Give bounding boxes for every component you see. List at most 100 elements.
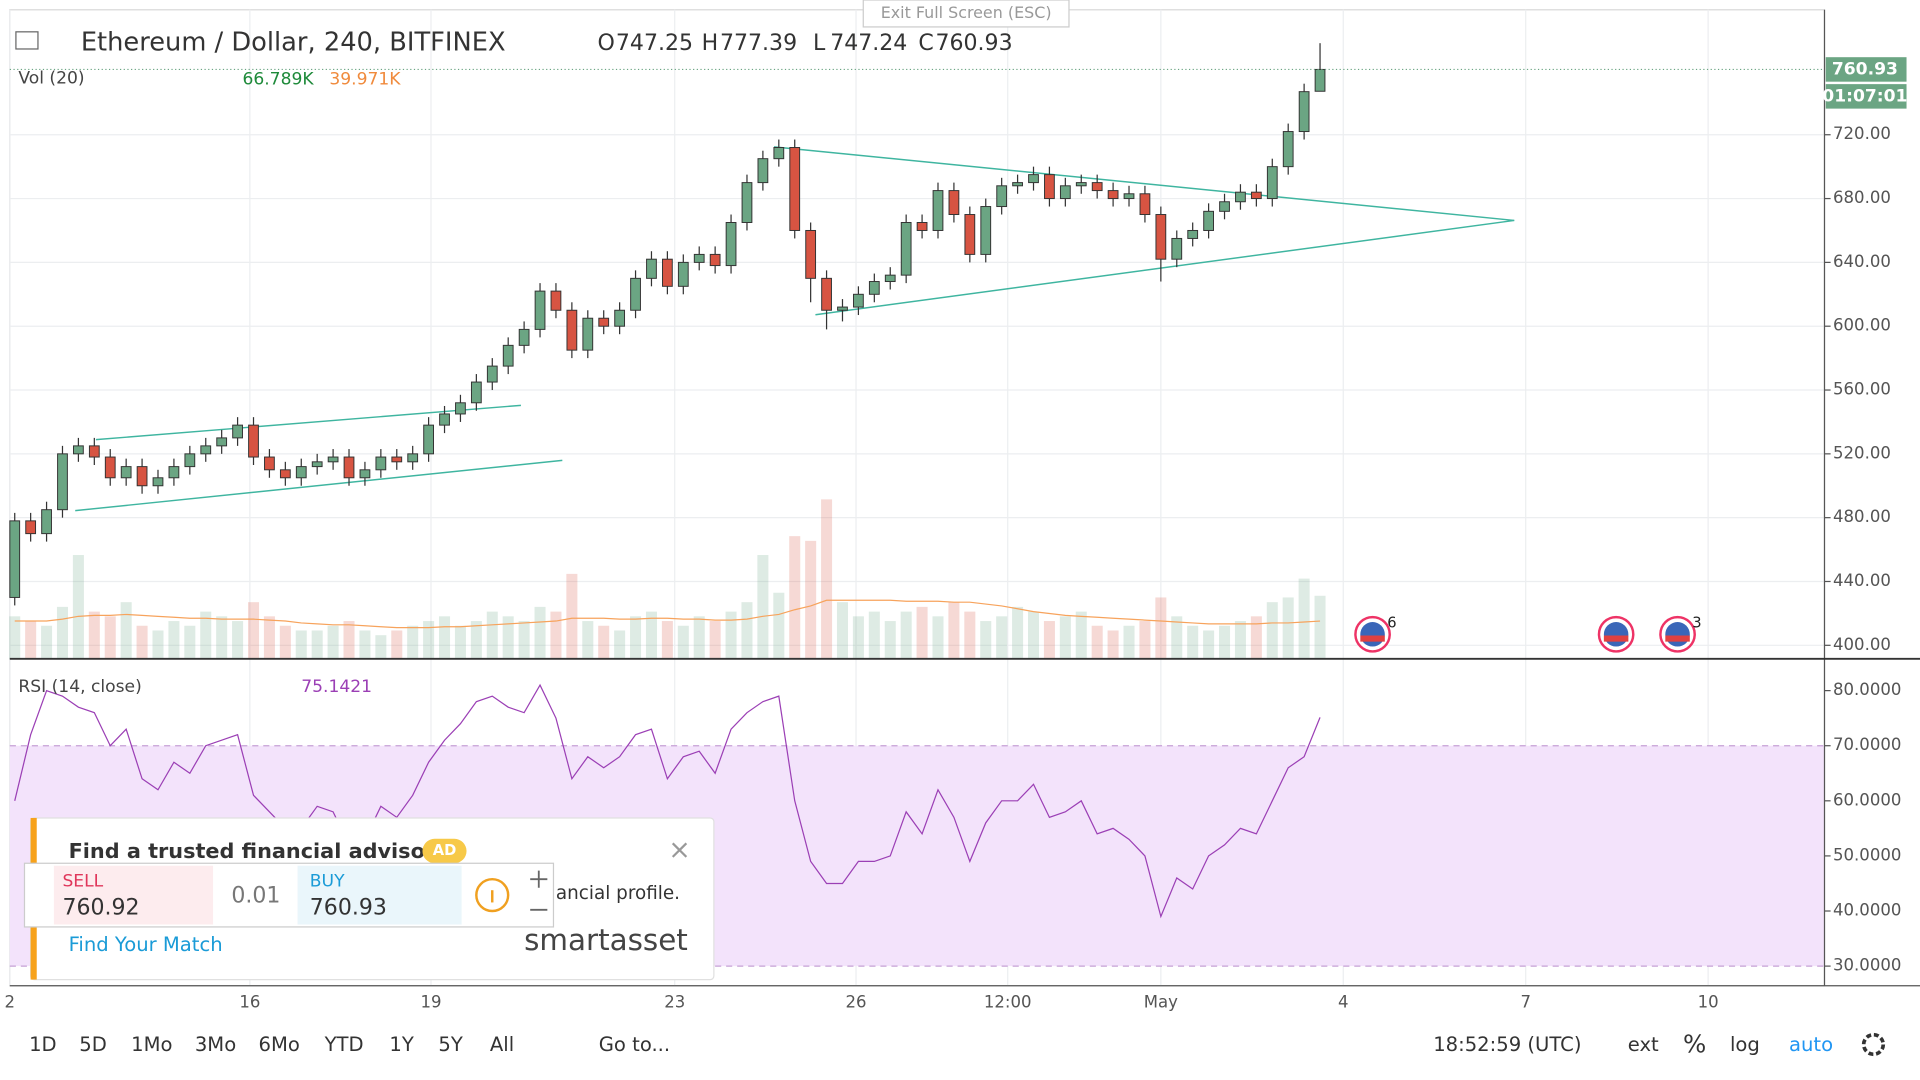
volume-bar bbox=[9, 616, 21, 659]
rsi-title: RSI (14, close) bbox=[18, 677, 141, 697]
candle-body bbox=[136, 466, 148, 487]
range-button[interactable]: 1Mo bbox=[131, 1033, 172, 1056]
buy-price[interactable]: 760.93 bbox=[310, 896, 387, 921]
candle-body bbox=[232, 424, 243, 439]
candle-body bbox=[407, 453, 419, 463]
range-button[interactable]: 6Mo bbox=[259, 1033, 300, 1056]
volume-bar bbox=[247, 602, 260, 659]
candle-body bbox=[502, 344, 514, 367]
trend-line bbox=[75, 459, 563, 512]
volume-bar bbox=[1298, 578, 1310, 659]
range-button[interactable]: All bbox=[490, 1033, 514, 1056]
volume-bar bbox=[152, 630, 164, 659]
range-button[interactable]: 1Y bbox=[389, 1033, 413, 1056]
volume-bar bbox=[1059, 616, 1071, 659]
goto-button[interactable]: Go to... bbox=[599, 1033, 670, 1056]
exit-fullscreen-button[interactable] bbox=[862, 0, 1070, 28]
candle-body bbox=[980, 206, 992, 255]
volume-bar bbox=[821, 499, 833, 659]
sell-label[interactable]: SELL bbox=[62, 872, 103, 892]
trend-line bbox=[95, 404, 521, 441]
range-button[interactable]: YTD bbox=[324, 1033, 364, 1056]
volume-bar bbox=[1012, 606, 1024, 659]
volume-bar bbox=[232, 621, 244, 659]
last-price-box bbox=[1825, 57, 1907, 82]
info-icon[interactable] bbox=[475, 877, 510, 913]
candle-body bbox=[789, 147, 801, 231]
ohlc-value: 747.25 bbox=[616, 31, 693, 56]
ad-title: Find a trusted financial advisor bbox=[69, 839, 436, 863]
candle-body bbox=[168, 466, 180, 479]
candle-body bbox=[1075, 182, 1087, 187]
collapse-icon[interactable] bbox=[15, 31, 39, 50]
volume-bar bbox=[439, 616, 451, 659]
auto-toggle[interactable]: auto bbox=[1789, 1033, 1833, 1056]
y-tick-label: 520.00 bbox=[1833, 443, 1891, 462]
range-button[interactable]: 3Mo bbox=[195, 1033, 236, 1056]
candle-body bbox=[41, 509, 52, 535]
volume-bar bbox=[948, 602, 960, 659]
candle-body bbox=[646, 258, 657, 279]
countdown-label: 01:07:01 bbox=[1822, 86, 1907, 106]
volume-bar bbox=[1282, 597, 1294, 659]
volume-bar bbox=[359, 630, 371, 659]
volume-bar bbox=[41, 625, 53, 659]
candle-body bbox=[25, 520, 37, 535]
volume-bar bbox=[996, 616, 1008, 659]
candle-body bbox=[327, 456, 339, 463]
y-tick-label: 480.00 bbox=[1833, 507, 1891, 526]
volume-bar bbox=[1171, 616, 1183, 659]
candle-body bbox=[582, 317, 594, 351]
volume-bar bbox=[391, 630, 403, 659]
candle-body bbox=[741, 182, 753, 223]
log-toggle[interactable]: log bbox=[1730, 1033, 1760, 1056]
range-button[interactable]: 5Y bbox=[438, 1033, 462, 1056]
candle-body bbox=[439, 413, 450, 426]
symbol-title: Ethereum / Dollar, 240, BITFINEX bbox=[81, 27, 506, 57]
buy-button[interactable] bbox=[297, 865, 462, 925]
quantity[interactable]: 0.01 bbox=[231, 883, 280, 908]
volume-bar bbox=[454, 625, 466, 659]
percent-toggle[interactable]: % bbox=[1683, 1030, 1706, 1059]
volume-bar bbox=[582, 621, 594, 659]
y-tick-label: 640.00 bbox=[1833, 252, 1891, 271]
volume-bar bbox=[900, 611, 912, 659]
candle-body bbox=[884, 274, 896, 283]
ad-link[interactable]: Find Your Match bbox=[69, 933, 223, 956]
buy-label[interactable]: BUY bbox=[310, 872, 345, 892]
volume-bar bbox=[1266, 602, 1278, 659]
volume-bar bbox=[836, 602, 848, 659]
x-tick-label: 23 bbox=[664, 992, 685, 1011]
ohlc-key: C bbox=[918, 31, 933, 56]
volume-bar bbox=[1187, 625, 1199, 659]
candle-body bbox=[1155, 214, 1167, 260]
x-tick-label: 26 bbox=[846, 992, 867, 1011]
volume-bar bbox=[327, 625, 339, 659]
candle-body bbox=[248, 424, 259, 458]
range-button[interactable]: 5D bbox=[79, 1033, 107, 1056]
candle-body bbox=[550, 290, 562, 311]
x-tick-label: 2 bbox=[5, 992, 16, 1011]
ext-toggle[interactable]: ext bbox=[1628, 1033, 1659, 1056]
y-tick-label: 80.0000 bbox=[1833, 680, 1901, 699]
candle-body bbox=[423, 424, 434, 455]
y-tick-label: 720.00 bbox=[1833, 124, 1891, 143]
exit-fullscreen-label[interactable]: Exit Full Screen (ESC) bbox=[881, 3, 1052, 22]
candle-body bbox=[279, 469, 291, 479]
ohlc-key: L bbox=[813, 31, 826, 56]
sell-price[interactable]: 760.92 bbox=[62, 896, 139, 921]
volume-bar bbox=[1219, 625, 1231, 659]
volume-bar bbox=[104, 616, 116, 659]
event-flag-stripe bbox=[1360, 635, 1385, 642]
toolbar bbox=[0, 1018, 1920, 1080]
candle-body bbox=[932, 190, 944, 231]
candle-body bbox=[9, 520, 21, 598]
volume-bar bbox=[1203, 630, 1215, 659]
range-button[interactable]: 1D bbox=[29, 1033, 57, 1056]
candle-body bbox=[1203, 210, 1214, 231]
event-count: 6 bbox=[1387, 614, 1396, 631]
sell-button[interactable] bbox=[53, 865, 214, 925]
ad-close[interactable]: × bbox=[668, 835, 691, 866]
